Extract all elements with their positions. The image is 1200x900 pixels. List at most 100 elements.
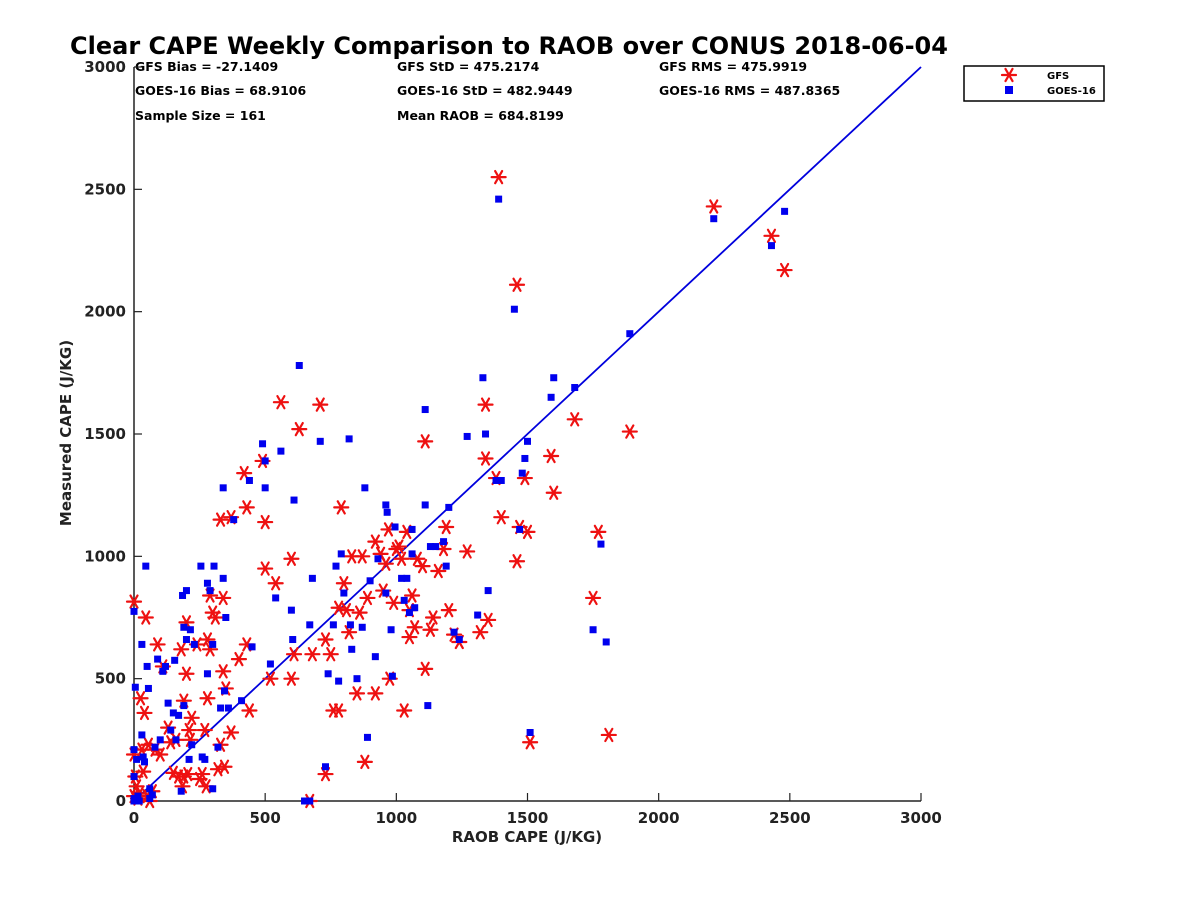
gfs-point bbox=[283, 671, 300, 686]
goes16-point bbox=[421, 501, 429, 509]
series-goes16 bbox=[130, 195, 789, 805]
goes16-point bbox=[130, 746, 138, 754]
goes16-point bbox=[154, 655, 162, 663]
gfs-point bbox=[414, 558, 431, 574]
goes16-point bbox=[306, 621, 314, 629]
goes16-point bbox=[521, 454, 529, 462]
goes16-point bbox=[408, 525, 416, 533]
gfs-point bbox=[262, 671, 279, 686]
goes16-point bbox=[186, 626, 194, 634]
goes16-point bbox=[497, 476, 505, 484]
goes16-point bbox=[602, 638, 610, 646]
gfs-point bbox=[776, 262, 793, 278]
gfs-point bbox=[199, 691, 216, 706]
legend-gfs-asterisk bbox=[1000, 67, 1018, 83]
goes16-point bbox=[290, 496, 298, 504]
gfs-point bbox=[241, 703, 258, 718]
goes16-point bbox=[245, 476, 253, 484]
gfs-point bbox=[212, 512, 229, 527]
x-tick-label: 2500 bbox=[769, 809, 811, 827]
reference-line-group bbox=[133, 66, 922, 802]
chart-title: Clear CAPE Weekly Comparison to RAOB ove… bbox=[70, 32, 948, 60]
goes16-point bbox=[526, 728, 534, 736]
gfs-point bbox=[508, 277, 526, 292]
goes16-point bbox=[177, 787, 185, 795]
goes16-point bbox=[164, 699, 172, 707]
axes: 0 500 1000 1500 2000 2500 3000 0 500 1000 1500 2000… bbox=[84, 58, 942, 827]
goes16-point bbox=[180, 702, 188, 710]
goes16-point bbox=[287, 606, 295, 614]
stat-gfs-bias: GFS Bias = -27.1409 bbox=[135, 59, 278, 74]
y-tick-label: 2500 bbox=[84, 180, 126, 198]
gfs-point bbox=[480, 612, 497, 628]
gfs-point bbox=[359, 590, 376, 606]
goes16-point bbox=[295, 361, 303, 369]
gfs-point bbox=[566, 412, 583, 427]
goes16-point bbox=[547, 393, 555, 401]
goes16-point bbox=[224, 704, 232, 712]
gfs-point bbox=[406, 620, 423, 635]
goes16-point bbox=[335, 677, 343, 685]
gfs-point bbox=[128, 779, 145, 794]
gfs-point bbox=[390, 539, 408, 554]
gfs-point bbox=[283, 551, 300, 566]
goes16-point bbox=[626, 330, 634, 338]
goes16-point bbox=[387, 626, 395, 634]
goes16-point bbox=[261, 457, 269, 465]
x-tick-label: 1500 bbox=[507, 809, 549, 827]
gfs-point bbox=[317, 632, 334, 647]
goes16-point bbox=[261, 484, 269, 492]
gfs-point bbox=[291, 421, 308, 437]
stat-goes-bias: GOES-16 Bias = 68.9106 bbox=[135, 83, 306, 98]
gfs-point bbox=[430, 563, 447, 579]
gfs-point bbox=[385, 595, 402, 610]
goes16-point bbox=[495, 195, 503, 203]
gfs-point bbox=[285, 647, 303, 662]
y-tick-label: 1000 bbox=[84, 547, 126, 565]
goes16-point bbox=[597, 540, 605, 548]
gfs-point bbox=[356, 754, 373, 770]
goes16-point bbox=[139, 753, 147, 761]
goes16-point bbox=[324, 670, 332, 678]
goes16-point bbox=[482, 430, 490, 438]
goes16-point bbox=[159, 667, 167, 675]
gfs-point bbox=[493, 510, 510, 525]
gfs-point bbox=[322, 647, 339, 662]
goes16-point bbox=[175, 711, 183, 719]
goes16-point bbox=[248, 643, 256, 651]
gfs-point bbox=[477, 451, 494, 466]
gfs-point bbox=[267, 576, 284, 591]
goes16-point bbox=[492, 476, 500, 484]
y-tick-label: 1500 bbox=[84, 425, 126, 443]
y-axis-label: Measured CAPE (J/KG) bbox=[57, 340, 75, 526]
legend-gfs-marker bbox=[1000, 67, 1018, 83]
gfs-point bbox=[401, 629, 418, 645]
stat-mean-raob: Mean RAOB = 684.8199 bbox=[397, 108, 564, 123]
goes16-point bbox=[180, 623, 188, 631]
goes16-point bbox=[209, 640, 217, 648]
goes16-point bbox=[589, 626, 597, 634]
goes16-point bbox=[479, 374, 487, 382]
goes16-point bbox=[382, 501, 390, 509]
x-axis-label: RAOB CAPE (J/KG) bbox=[452, 828, 602, 846]
gfs-point bbox=[490, 169, 507, 185]
goes16-point bbox=[156, 736, 164, 744]
gfs-point bbox=[136, 705, 153, 721]
goes16-point bbox=[474, 611, 482, 619]
goes16-point bbox=[353, 675, 361, 683]
goes16-point bbox=[138, 640, 146, 648]
gfs-point bbox=[257, 514, 274, 530]
gfs-point bbox=[135, 764, 152, 779]
goes16-point bbox=[329, 621, 337, 629]
gfs-point bbox=[222, 725, 240, 740]
goes16-point bbox=[432, 543, 440, 551]
goes16-point bbox=[217, 704, 225, 712]
gfs-point bbox=[367, 686, 384, 701]
gfs-point bbox=[763, 228, 780, 243]
goes16-point bbox=[767, 242, 775, 250]
goes16-point bbox=[135, 797, 143, 805]
goes16-point bbox=[182, 636, 190, 644]
one-to-one-line bbox=[133, 66, 922, 802]
goes16-point bbox=[230, 516, 238, 524]
goes16-point bbox=[197, 562, 205, 570]
